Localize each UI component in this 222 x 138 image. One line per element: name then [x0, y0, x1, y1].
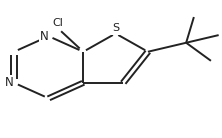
Text: N: N — [5, 76, 14, 89]
Text: S: S — [112, 23, 119, 34]
Text: N: N — [40, 30, 49, 43]
Text: Cl: Cl — [52, 18, 63, 28]
